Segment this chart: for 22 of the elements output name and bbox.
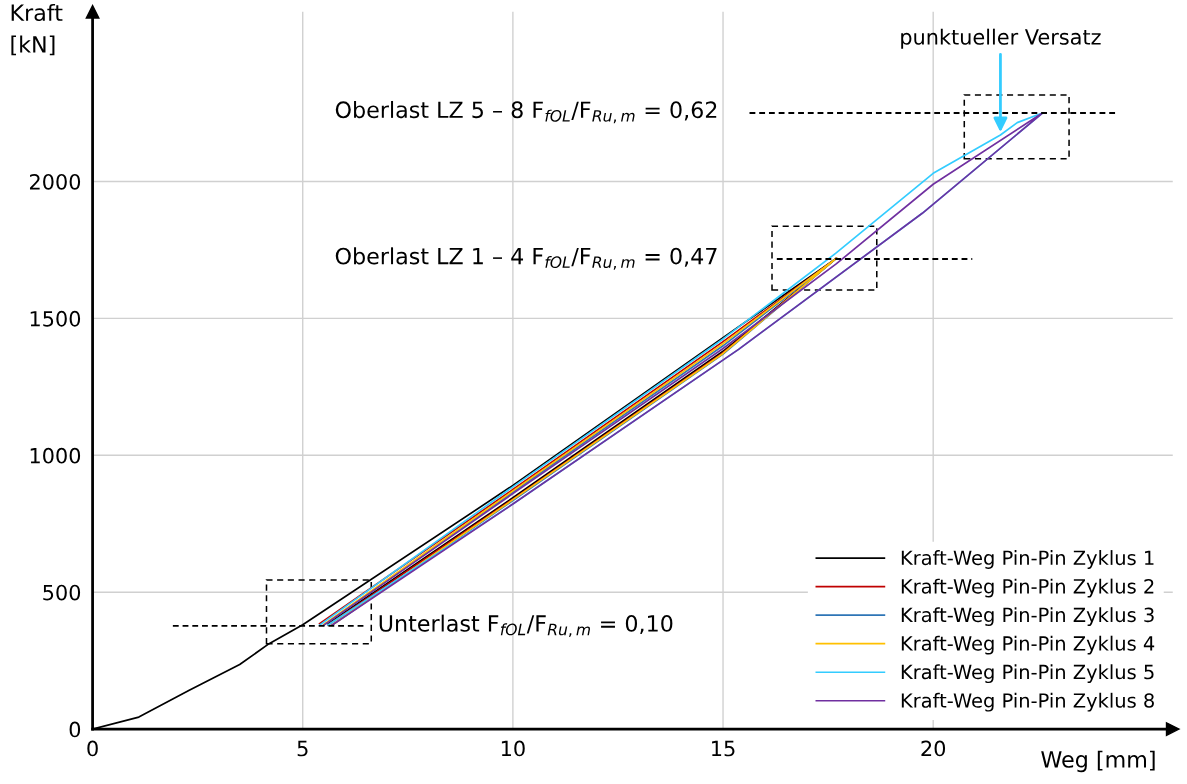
- annotation: Oberlast LZ 1 – 4 F$_{fOL}$/F$_{Ru,m}$ = 0,47: [335, 247, 717, 270]
- annotation: Unterlast F$_{fOL}$/F$_{Ru,m}$ = 0,10: [379, 614, 673, 637]
- legend-label: Kraft-Weg Pin-Pin Zyklus 4: [901, 635, 1155, 655]
- y-tick-label: 1500: [30, 310, 81, 327]
- legend-label: Kraft-Weg Pin-Pin Zyklus 2: [901, 578, 1154, 598]
- x-tick-label: 5: [297, 740, 308, 757]
- y-tick-label: 0: [69, 721, 81, 738]
- legend-label: Kraft-Weg Pin-Pin Zyklus 3: [901, 607, 1154, 626]
- y-tick-label: 2000: [29, 173, 81, 190]
- x-axis-title: Weg [mm]: [1041, 750, 1155, 773]
- legend-label: Kraft-Weg Pin-Pin Zyklus 1: [901, 550, 1154, 569]
- annotation: Oberlast LZ 5 – 8 F$_{fOL}$/F$_{Ru,m}$ = 0,62: [335, 100, 717, 124]
- y-axis-title: Kraft [kN]: [11, 3, 63, 56]
- x-tick-label: 20: [921, 740, 946, 757]
- x-tick-label: 15: [712, 740, 735, 757]
- legend-label: Kraft-Weg Pin-Pin Zyklus 8: [901, 692, 1154, 712]
- legend-label: Kraft-Weg Pin-Pin Zyklus 5: [901, 664, 1154, 684]
- y-tick-label: 1000: [30, 447, 81, 464]
- y-tick-label: 500: [43, 584, 81, 601]
- x-tick-label: 10: [501, 740, 525, 757]
- annotation: punktueller Versatz: [901, 28, 1101, 49]
- x-tick-label: 0: [87, 740, 98, 757]
